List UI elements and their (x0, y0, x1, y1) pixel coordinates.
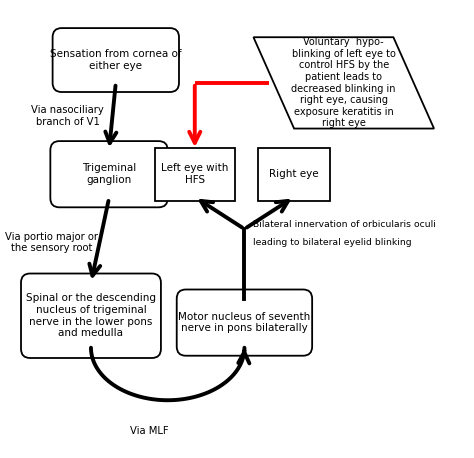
Polygon shape (254, 37, 434, 129)
Text: Motor nucleus of seventh
nerve in pons bilaterally: Motor nucleus of seventh nerve in pons b… (178, 312, 310, 333)
FancyBboxPatch shape (177, 289, 312, 356)
Text: Via portio major or
the sensory root: Via portio major or the sensory root (5, 232, 98, 253)
Text: leading to bilateral eyelid blinking: leading to bilateral eyelid blinking (254, 238, 412, 247)
Text: Right eye: Right eye (269, 169, 319, 179)
FancyBboxPatch shape (155, 148, 235, 201)
Text: Via nasociliary
branch of V1: Via nasociliary branch of V1 (31, 105, 104, 126)
Text: Trigeminal
ganglion: Trigeminal ganglion (82, 164, 136, 185)
Text: Via MLF: Via MLF (130, 426, 169, 436)
FancyBboxPatch shape (21, 273, 161, 358)
Text: Bilateral innervation of orbicularis oculi: Bilateral innervation of orbicularis ocu… (254, 220, 437, 229)
FancyBboxPatch shape (258, 148, 330, 201)
FancyBboxPatch shape (50, 141, 168, 207)
Text: Sensation from cornea of
either eye: Sensation from cornea of either eye (50, 49, 182, 71)
Text: Voluntary  hypo-
blinking of left eye to
control HFS by the
patient leads to
dec: Voluntary hypo- blinking of left eye to … (292, 37, 396, 129)
Text: Left eye with
HFS: Left eye with HFS (161, 164, 228, 185)
Text: Spinal or the descending
nucleus of trigeminal
nerve in the lower pons
and medul: Spinal or the descending nucleus of trig… (26, 294, 156, 338)
FancyBboxPatch shape (53, 28, 179, 92)
